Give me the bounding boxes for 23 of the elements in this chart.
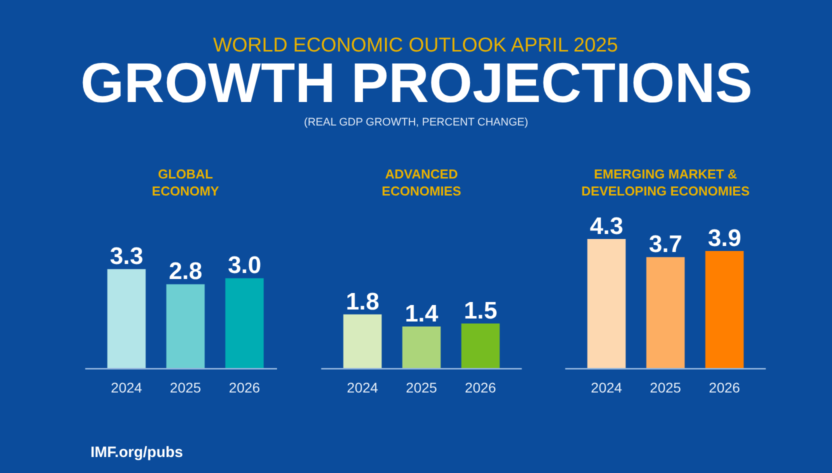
- data-label: 2.8: [168, 258, 202, 286]
- x-tick-label: 2026: [228, 380, 260, 396]
- data-label: 1.4: [404, 300, 439, 328]
- x-tick-label: 2026: [464, 380, 496, 396]
- x-tick-label: 2025: [406, 380, 438, 396]
- x-tick-label: 2026: [708, 380, 740, 396]
- chart-title: EMERGING MARKET & DEVELOPING ECONOMIES: [581, 166, 750, 199]
- x-tick-label: 2024: [590, 380, 622, 396]
- x-tick-label: 2025: [650, 380, 682, 396]
- data-label: 1.5: [464, 297, 498, 324]
- data-label: 3.0: [228, 252, 262, 280]
- data-label: 4.3: [590, 212, 624, 240]
- text: IMF.org/pubs: [90, 444, 183, 461]
- data-label: 3.7: [648, 231, 682, 258]
- x-tick-label: 2024: [110, 380, 142, 396]
- data-label: 3.3: [110, 243, 144, 270]
- data-label: 3.9: [708, 225, 742, 252]
- chart-title: GLOBAL ECONOMY: [152, 166, 220, 199]
- x-tick-label: 2024: [346, 380, 378, 396]
- chart-title: ADVANCED ECONOMIES: [382, 166, 462, 199]
- data-label: 1.8: [346, 288, 380, 316]
- x-tick-label: 2025: [170, 380, 202, 396]
- text: (REAL GDP GROWTH, PERCENT CHANGE): [304, 116, 528, 128]
